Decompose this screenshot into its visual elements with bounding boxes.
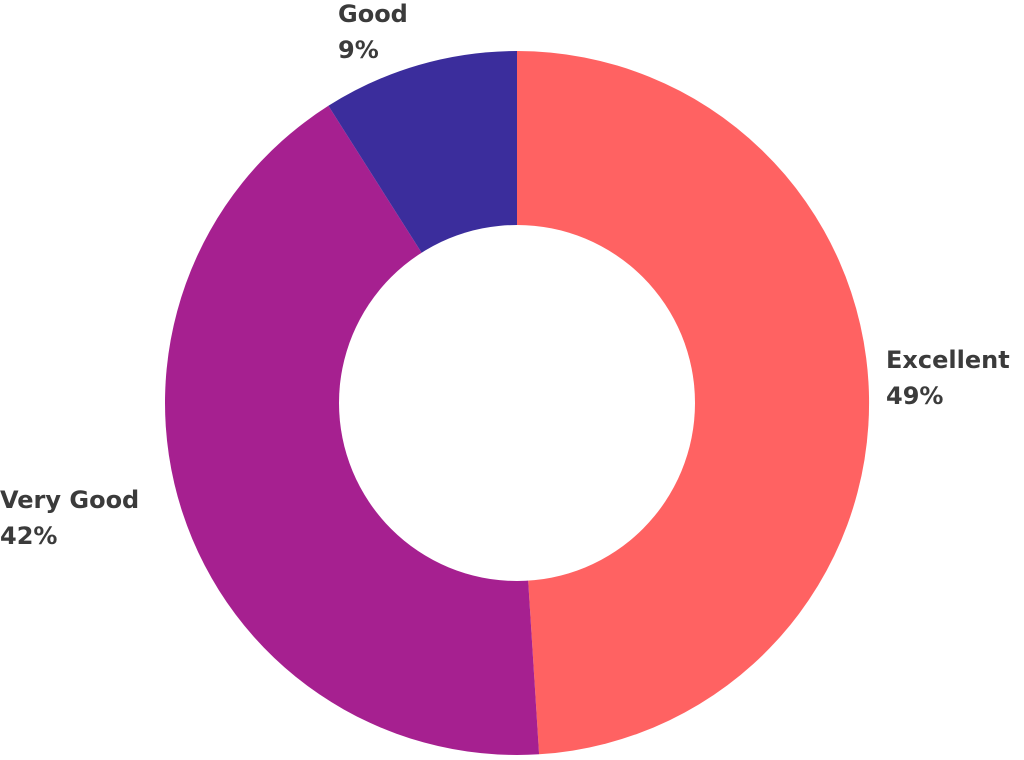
slice-percent-very-good: 42% <box>0 522 57 550</box>
slice-label-very-good: Very Good <box>0 486 139 514</box>
slice-percent-excellent: 49% <box>886 382 943 410</box>
labels-layer: Excellent 49% Very Good 42% Good 9% <box>0 0 1010 550</box>
slice-percent-good: 9% <box>338 36 379 64</box>
slice-label-good: Good <box>338 0 408 28</box>
slice-label-excellent: Excellent <box>886 346 1010 374</box>
donut-hole <box>339 225 695 581</box>
